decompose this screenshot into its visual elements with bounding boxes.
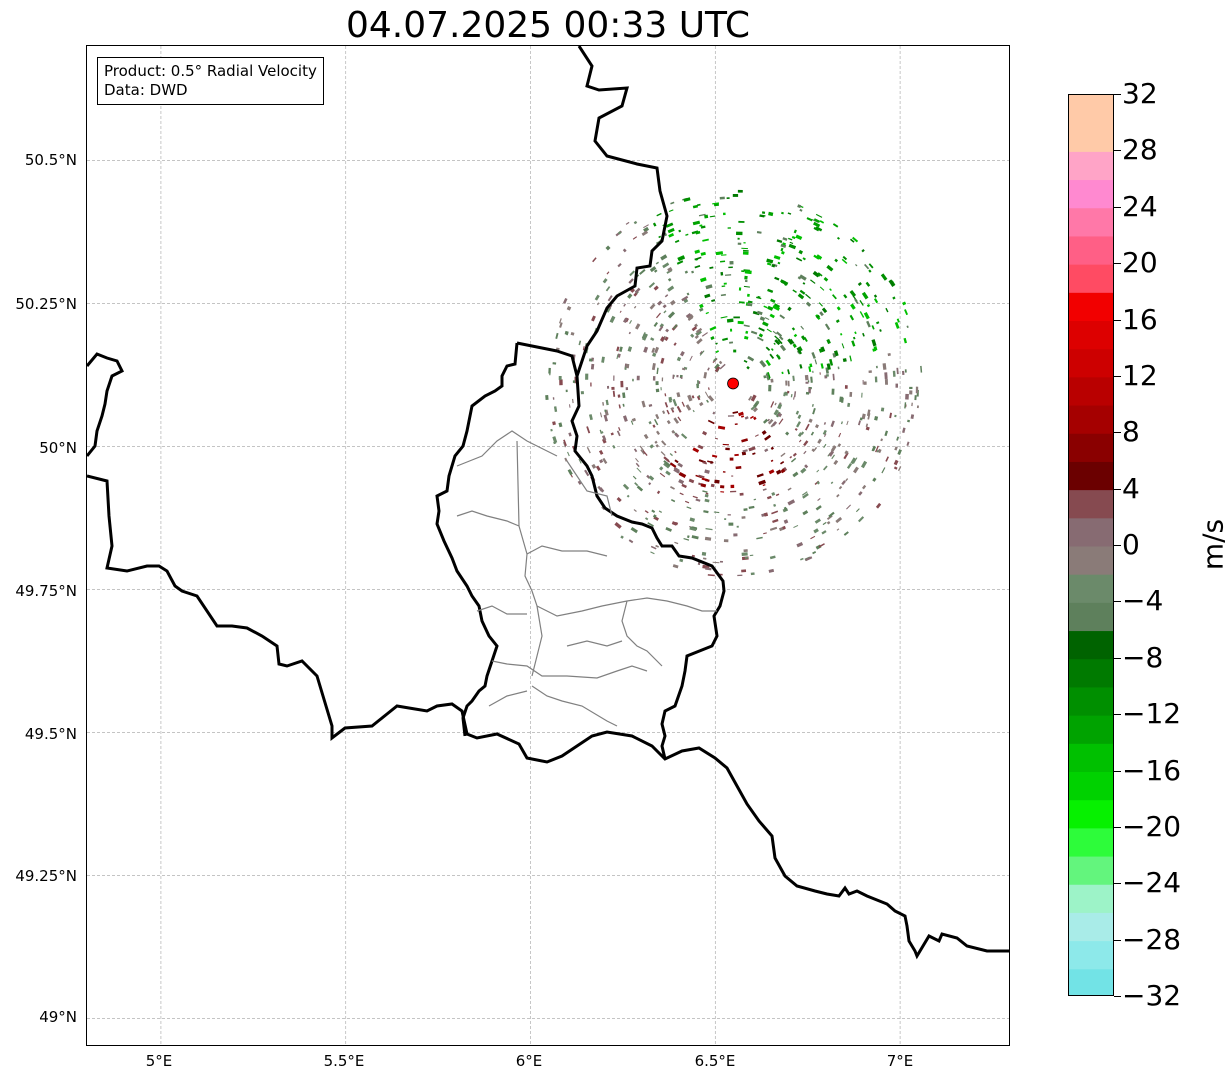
colorbar-tick-mark	[1114, 770, 1121, 772]
y-tick-49.25: 49.25°N	[15, 867, 77, 885]
colorbar-tick-mark	[1114, 657, 1121, 659]
colorbar-swatch	[1069, 376, 1113, 406]
border-belgium-lux-west	[87, 342, 519, 737]
colorbar-swatch	[1069, 348, 1113, 378]
colorbar-swatch	[1069, 940, 1113, 970]
colorbar-tick-mark	[1114, 545, 1121, 546]
colorbar-swatch	[1069, 95, 1113, 124]
colorbar-tick-label: −20	[1122, 809, 1182, 843]
colorbar-swatch	[1069, 489, 1113, 519]
colorbar-swatch	[1069, 799, 1113, 829]
colorbar-swatch	[1069, 264, 1113, 293]
y-tick-50.25: 50.25°N	[15, 295, 77, 313]
colorbar-tick-label: 8	[1122, 415, 1140, 449]
colorbar-swatch	[1069, 546, 1113, 575]
colorbar-tick-mark	[1114, 996, 1121, 997]
colorbar-tick-label: −28	[1122, 922, 1182, 956]
colorbar-swatch	[1069, 433, 1113, 462]
colorbar-swatch	[1069, 207, 1113, 237]
y-tick-50.5: 50.5°N	[24, 151, 77, 169]
colorbar-swatch	[1069, 320, 1113, 350]
colorbar-tick-label: 20	[1122, 246, 1158, 280]
colorbar-tick-mark	[1114, 150, 1121, 152]
x-tick-6.5: 6.5°E	[694, 1052, 736, 1070]
y-tick-50: 50°N	[39, 439, 77, 457]
product-info-box: Product: 0.5° Radial Velocity Data: DWD	[97, 57, 324, 105]
product-label: Product: 0.5° Radial Velocity	[104, 62, 317, 80]
colorbar-swatch	[1069, 405, 1113, 434]
colorbar-swatch	[1069, 292, 1113, 321]
colorbar	[1068, 94, 1114, 996]
colorbar-tick-mark	[1114, 375, 1121, 377]
colorbar-swatch	[1069, 715, 1113, 744]
colorbar-swatch	[1069, 602, 1113, 632]
colorbar-tick-mark	[1114, 826, 1121, 828]
colorbar-swatch	[1069, 912, 1113, 942]
colorbar-swatch	[1069, 574, 1113, 603]
colorbar-tick-label: −32	[1122, 979, 1182, 1012]
colorbar-swatch	[1069, 658, 1113, 688]
map-title: 04.07.2025 00:33 UTC	[345, 5, 751, 46]
colorbar-tick-label: 12	[1122, 358, 1158, 392]
colorbar-tick-mark	[1114, 263, 1121, 265]
y-tick-49.75: 49.75°N	[15, 582, 77, 600]
colorbar-swatch	[1069, 235, 1113, 265]
colorbar-swatches	[1069, 95, 1113, 995]
colorbar-tick-mark	[1114, 206, 1121, 208]
x-tick-5: 5°E	[145, 1052, 173, 1070]
colorbar-tick-label: 32	[1122, 77, 1158, 110]
colorbar-tick-label: 4	[1122, 471, 1140, 505]
colorbar-tick-mark	[1114, 883, 1121, 885]
graticule	[87, 46, 1009, 1045]
country-borders	[87, 46, 1009, 960]
colorbar-tick-mark	[1114, 714, 1121, 716]
colorbar-tick-mark	[1114, 94, 1121, 95]
colorbar-tick-label: 24	[1122, 189, 1158, 223]
colorbar-tick-label: 16	[1122, 302, 1158, 336]
colorbar-swatch	[1069, 771, 1113, 801]
colorbar-tick-label: 0	[1122, 528, 1140, 561]
colorbar-tick-mark	[1114, 601, 1121, 603]
colorbar-tick-mark	[1114, 488, 1121, 490]
colorbar-tick-label: 28	[1122, 133, 1158, 167]
radar-map[interactable]	[86, 45, 1010, 1046]
velocity-echoes	[545, 189, 923, 577]
map-canvas[interactable]	[87, 46, 1010, 1046]
border-germany-west	[570, 46, 726, 760]
colorbar-swatch	[1069, 686, 1113, 716]
x-tick-5.5: 5.5°E	[323, 1052, 365, 1070]
x-tick-7: 7°E	[886, 1052, 914, 1070]
border-lux-east	[516, 341, 579, 377]
border-france-north	[87, 474, 1009, 960]
colorbar-swatch	[1069, 827, 1113, 857]
x-tick-6: 6°E	[515, 1052, 543, 1070]
colorbar-swatch	[1069, 884, 1113, 913]
colorbar-swatch	[1069, 856, 1113, 885]
district-boundaries	[456, 430, 717, 727]
colorbar-tick-label: −24	[1122, 866, 1182, 900]
colorbar-tick-label: −8	[1122, 640, 1164, 674]
colorbar-swatch	[1069, 123, 1113, 152]
colorbar-tick-label: −12	[1122, 697, 1182, 731]
colorbar-swatch	[1069, 630, 1113, 660]
colorbar-swatch	[1069, 743, 1113, 772]
colorbar-swatch	[1069, 179, 1113, 209]
colorbar-tick-mark	[1114, 939, 1121, 941]
y-tick-49.5: 49.5°N	[24, 725, 77, 743]
colorbar-tick-mark	[1114, 319, 1121, 321]
colorbar-unit-label: m/s	[1196, 518, 1225, 571]
colorbar-swatch	[1069, 461, 1113, 491]
y-tick-49: 49°N	[39, 1008, 77, 1026]
colorbar-swatch	[1069, 517, 1113, 547]
colorbar-tick-label: −16	[1122, 753, 1182, 787]
colorbar-tick-mark	[1114, 432, 1121, 434]
radar-site-marker[interactable]	[727, 377, 739, 390]
colorbar-tick-label: −4	[1122, 584, 1164, 618]
data-source-label: Data: DWD	[104, 81, 188, 99]
colorbar-swatch	[1069, 151, 1113, 181]
colorbar-swatch	[1069, 968, 1113, 995]
